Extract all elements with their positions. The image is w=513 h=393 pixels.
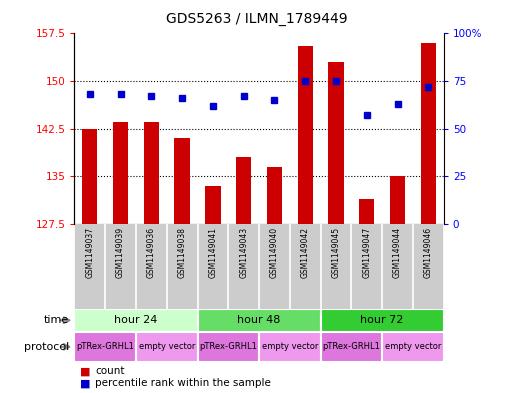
Text: percentile rank within the sample: percentile rank within the sample [95, 378, 271, 388]
Text: GSM1149047: GSM1149047 [362, 226, 371, 278]
Text: empty vector: empty vector [262, 342, 318, 351]
Text: GSM1149038: GSM1149038 [177, 226, 187, 277]
Text: hour 24: hour 24 [114, 315, 157, 325]
Text: GSM1149040: GSM1149040 [270, 226, 279, 278]
Bar [136, 332, 198, 362]
Text: pTRex-GRHL1: pTRex-GRHL1 [76, 342, 134, 351]
Bar [267, 167, 282, 224]
Text: GSM1149039: GSM1149039 [116, 226, 125, 278]
Text: count: count [95, 366, 125, 376]
Bar [113, 122, 128, 224]
Text: empty vector: empty vector [139, 342, 195, 351]
Bar [298, 46, 313, 224]
Bar [359, 198, 374, 224]
Text: ■: ■ [80, 366, 90, 376]
Bar [328, 62, 344, 224]
Bar [236, 157, 251, 224]
Text: GSM1149044: GSM1149044 [393, 226, 402, 278]
Bar [382, 332, 444, 362]
Text: hour 48: hour 48 [238, 315, 281, 325]
Bar [198, 309, 321, 332]
Bar [321, 309, 444, 332]
Bar [390, 176, 405, 224]
Text: GSM1149036: GSM1149036 [147, 226, 156, 278]
Bar [82, 129, 97, 224]
Bar [74, 309, 198, 332]
Bar [205, 186, 221, 224]
Text: hour 72: hour 72 [361, 315, 404, 325]
Text: pTRex-GRHL1: pTRex-GRHL1 [200, 342, 257, 351]
Text: GSM1149046: GSM1149046 [424, 226, 433, 278]
Text: GSM1149037: GSM1149037 [85, 226, 94, 278]
Bar [174, 138, 190, 224]
Text: GSM1149043: GSM1149043 [239, 226, 248, 278]
Bar [198, 332, 259, 362]
Text: empty vector: empty vector [385, 342, 441, 351]
Text: GDS5263 / ILMN_1789449: GDS5263 / ILMN_1789449 [166, 12, 347, 26]
Text: GSM1149042: GSM1149042 [301, 226, 310, 277]
Text: time: time [44, 315, 69, 325]
Text: GSM1149045: GSM1149045 [331, 226, 341, 278]
Bar [321, 332, 382, 362]
Bar [259, 332, 321, 362]
Bar [144, 122, 159, 224]
Bar [74, 332, 136, 362]
Text: protocol: protocol [24, 342, 69, 352]
Bar [421, 43, 436, 224]
Text: pTRex-GRHL1: pTRex-GRHL1 [323, 342, 380, 351]
Text: GSM1149041: GSM1149041 [208, 226, 218, 277]
Text: ■: ■ [80, 378, 90, 388]
